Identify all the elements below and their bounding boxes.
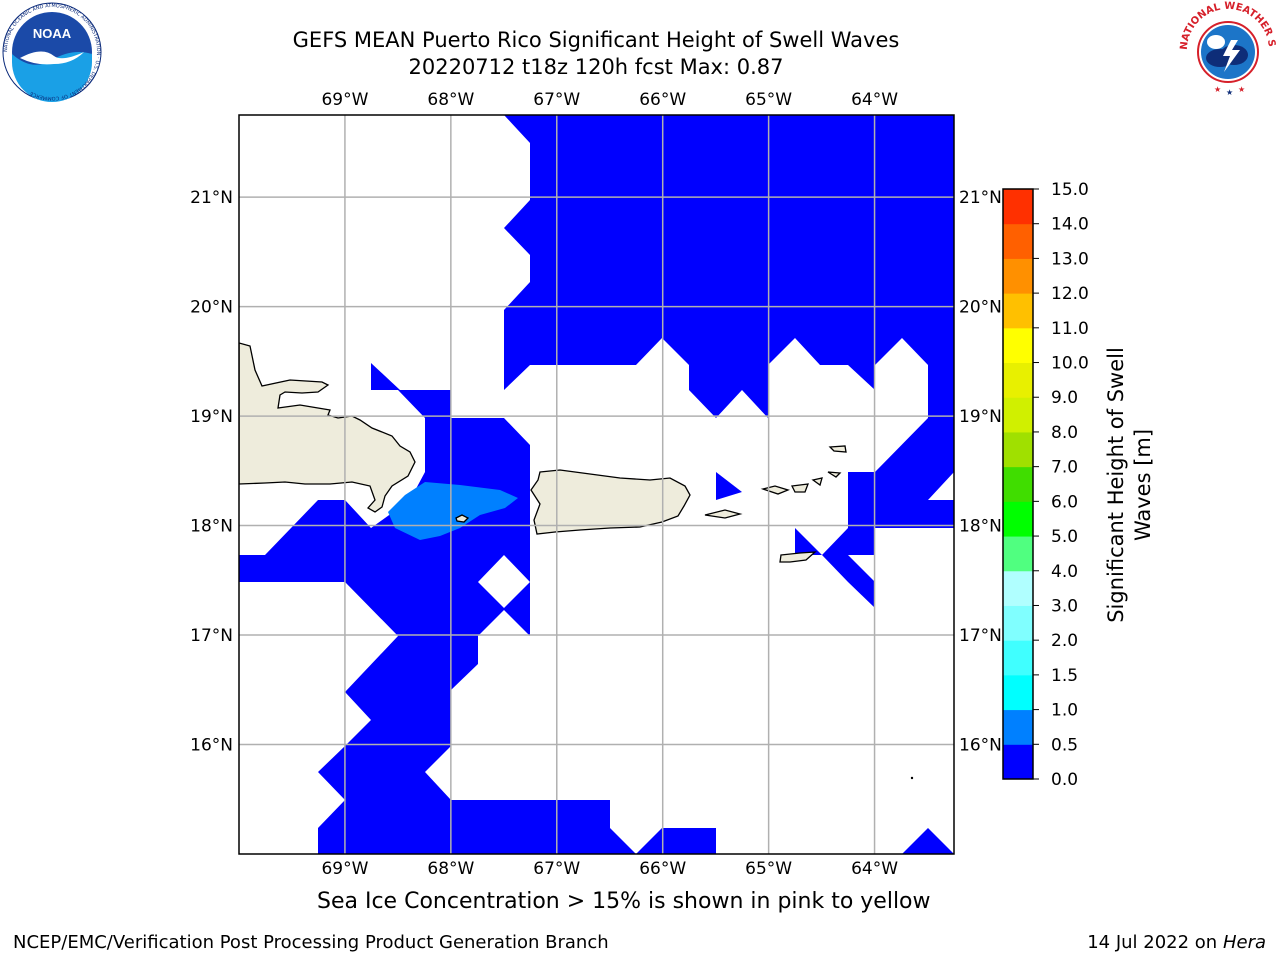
colorbar-segment-10 — [1003, 397, 1033, 433]
colorbar-tick-4: 2.0 — [1051, 631, 1078, 651]
noaa-logo: NOAA NATIONAL OCEANIC AND ATMOSPHERIC AD… — [2, 2, 102, 102]
lon-tick-bottom-4: 65°W — [745, 859, 792, 879]
colorbar-segment-7 — [1003, 501, 1033, 537]
lat-tick-right-1: 20°N — [959, 298, 1002, 318]
lat-tick-left-0: 21°N — [190, 188, 233, 208]
map-frame — [238, 114, 955, 855]
st-croix — [779, 551, 817, 563]
colorbar-frame — [1002, 188, 1034, 780]
colorbar-tick-3: 1.5 — [1051, 666, 1078, 686]
vieques — [704, 509, 743, 519]
chart-title: GEFS MEAN Puerto Rico Significant Height… — [292, 28, 900, 52]
lat-tick-right-2: 19°N — [959, 407, 1002, 427]
colorbar-tick-2: 1.0 — [1051, 701, 1078, 721]
lon-tick-bottom-1: 68°W — [427, 859, 474, 879]
colorbar-tick-1: 0.5 — [1051, 735, 1078, 755]
colorbar-segment-13 — [1003, 293, 1033, 329]
colorbar-segment-16 — [1003, 189, 1033, 225]
colorbar-tick-10: 8.0 — [1051, 423, 1078, 443]
colorbar-tick-14: 12.0 — [1051, 284, 1089, 304]
colorbar-label-line2: Waves [m] — [1131, 429, 1155, 541]
noaa-logo-text: NOAA — [33, 26, 72, 41]
lon-tick-top-1: 68°W — [427, 90, 474, 110]
hispaniola — [239, 342, 416, 513]
colorbar-segment-6 — [1003, 536, 1033, 572]
nws-logo: NATIONAL WEATHER SERVICE ★ ★ ★ — [1176, 0, 1277, 98]
colorbar-tick-8: 6.0 — [1051, 492, 1078, 512]
swell-region-south — [636, 828, 716, 854]
virgin-islands-3 — [811, 477, 823, 487]
svg-text:★: ★ — [1226, 88, 1233, 97]
lat-tick-right-0: 21°N — [959, 188, 1002, 208]
lon-tick-top-3: 66°W — [639, 90, 686, 110]
colorbar-tick-5: 3.0 — [1051, 596, 1078, 616]
colorbar-tick-0: 0.0 — [1051, 770, 1078, 790]
date-text: 14 Jul 2022 on — [1087, 932, 1223, 953]
swell-region-mona — [239, 363, 636, 854]
colorbar-segment-4 — [1003, 605, 1033, 641]
chart-subtitle: 20220712 t18z 120h fcst Max: 0.87 — [408, 55, 784, 79]
colorbar — [1002, 188, 1034, 780]
lon-tick-bottom-0: 69°W — [321, 859, 368, 879]
lon-tick-bottom-5: 64°W — [851, 859, 898, 879]
colorbar-label-line1: Significant Height of Swell — [1104, 347, 1128, 623]
gridlines — [239, 115, 954, 854]
lat-tick-left-3: 18°N — [190, 517, 233, 537]
colorbar-segment-12 — [1003, 327, 1033, 364]
colorbar-tick-9: 7.0 — [1051, 458, 1078, 478]
colorbar-segment-11 — [1003, 362, 1033, 398]
colorbar-segment-15 — [1003, 223, 1033, 259]
colorbar-segment-5 — [1003, 570, 1033, 606]
lat-tick-right-4: 17°N — [959, 626, 1002, 646]
swell-band-0-0.5 — [239, 115, 954, 854]
colorbar-tick-16: 14.0 — [1051, 215, 1089, 235]
lon-tick-bottom-3: 66°W — [639, 859, 686, 879]
anguilla — [827, 471, 842, 478]
lon-tick-bottom-2: 67°W — [533, 859, 580, 879]
colorbar-segment-14 — [1003, 258, 1033, 294]
colorbar-tick-15: 13.0 — [1051, 249, 1089, 269]
credit-text: NCEP/EMC/Verification Post Processing Pr… — [13, 932, 609, 953]
lon-tick-top-2: 67°W — [533, 90, 580, 110]
colorbar-segment-1 — [1003, 709, 1033, 745]
swell-region-southeast — [902, 828, 954, 854]
colorbar-tick-13: 11.0 — [1051, 319, 1089, 339]
anegada — [828, 445, 847, 453]
colorbar-segment-0 — [1003, 744, 1033, 780]
sea-ice-note: Sea Ice Concentration > 15% is shown in … — [317, 889, 931, 914]
svg-text:★: ★ — [1214, 85, 1221, 94]
lat-tick-left-4: 17°N — [190, 626, 233, 646]
lat-tick-left-1: 20°N — [190, 298, 233, 318]
svg-text:★: ★ — [1238, 85, 1245, 94]
lon-tick-top-4: 65°W — [745, 90, 792, 110]
lat-tick-right-3: 18°N — [959, 517, 1002, 537]
lon-tick-top-5: 64°W — [851, 90, 898, 110]
colorbar-segment-2 — [1003, 674, 1033, 711]
colorbar-segment-9 — [1003, 431, 1033, 468]
lat-tick-right-5: 16°N — [959, 736, 1002, 756]
machine-name: Hera — [1222, 932, 1266, 953]
aves-island — [910, 776, 914, 780]
colorbar-segment-3 — [1003, 640, 1033, 676]
swell-holes — [425, 555, 530, 800]
swell-region-vi — [716, 472, 742, 500]
colorbar-segment-8 — [1003, 466, 1033, 502]
swell-region-north — [504, 115, 954, 418]
colorbar-tick-7: 5.0 — [1051, 527, 1078, 547]
mona-island — [455, 514, 470, 523]
date-stamp: 14 Jul 2022 on Hera — [1087, 932, 1266, 953]
lat-tick-left-2: 19°N — [190, 407, 233, 427]
lon-tick-top-0: 69°W — [321, 90, 368, 110]
colorbar-tick-11: 9.0 — [1051, 388, 1078, 408]
swell-region-east-small — [795, 528, 875, 608]
lat-tick-left-5: 16°N — [190, 736, 233, 756]
colorbar-tick-17: 15.0 — [1051, 180, 1089, 200]
colorbar-tick-6: 4.0 — [1051, 562, 1078, 582]
colorbar-tick-12: 10.0 — [1051, 354, 1089, 374]
virgin-islands-2 — [791, 483, 809, 493]
